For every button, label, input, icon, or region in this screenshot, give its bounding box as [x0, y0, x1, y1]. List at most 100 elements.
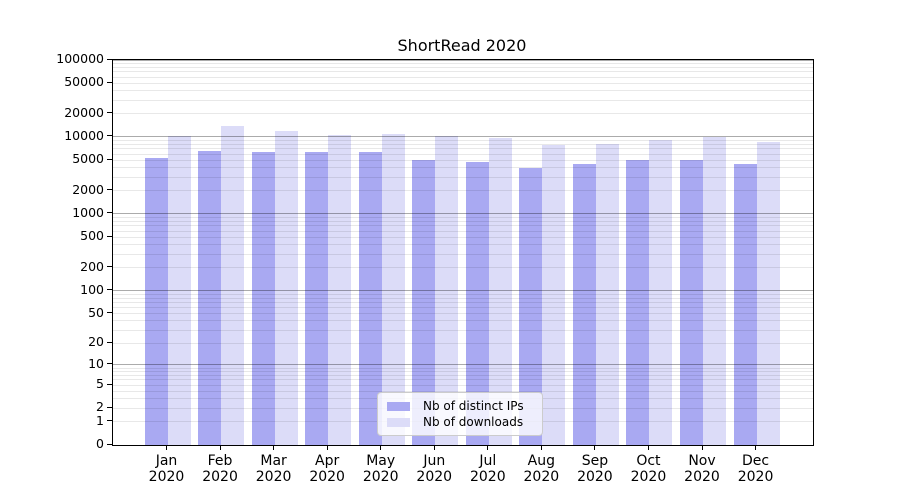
x-tick-month: May [366, 453, 396, 469]
bar-downloads-apr [328, 134, 352, 445]
y-tick [107, 81, 112, 83]
y-tick-label: 20000 [64, 104, 104, 120]
x-tick-year: 2020 [523, 469, 560, 485]
y-tick-label: 5 [96, 376, 104, 392]
y-tick-label: 100 [80, 281, 104, 297]
x-tick-month: Jun [423, 453, 446, 469]
y-tick [107, 443, 112, 445]
y-tick [107, 112, 112, 114]
x-tick-year: 2020 [630, 469, 667, 485]
x-tick-year: 2020 [255, 469, 292, 485]
legend-label: Nb of downloads [423, 415, 524, 429]
x-tick [273, 445, 275, 450]
y-tick-label: 1 [96, 412, 104, 428]
x-tick [166, 445, 167, 450]
legend-label: Nb of distinct IPs [423, 399, 524, 413]
y-tick-label: 10 [88, 355, 104, 371]
legend-swatch-downloads [387, 417, 410, 427]
legend-item: Nb of distinct IPs [387, 399, 533, 413]
y-tick-label: 50000 [64, 74, 104, 90]
y-tick [107, 383, 112, 385]
x-tick [326, 445, 328, 450]
x-tick-label: Mar 2020 [239, 453, 309, 485]
x-tick-month: Apr [315, 453, 340, 469]
y-tick [107, 363, 112, 365]
bar-downloads-jun [435, 136, 459, 445]
legend-item: Nb of downloads [387, 415, 533, 429]
y-tick [107, 406, 112, 408]
x-tick-label: Jul 2020 [453, 453, 523, 485]
x-tick-label: Oct 2020 [613, 453, 683, 485]
y-tick [107, 212, 112, 214]
y-tick-label: 20 [88, 334, 104, 350]
bar-downloads-jul [488, 137, 512, 445]
x-tick [219, 445, 221, 450]
y-tick-label: 10000 [64, 127, 104, 143]
bar-ips-sep [572, 164, 596, 445]
bar-downloads-oct [649, 140, 673, 445]
x-tick-label: Sep 2020 [560, 453, 630, 485]
x-tick-year: 2020 [362, 469, 399, 485]
plot-area [112, 59, 814, 446]
y-tick [107, 58, 112, 60]
bar-ips-jan [144, 158, 168, 445]
bar-downloads-jan [167, 136, 191, 445]
x-tick [487, 445, 489, 450]
bar-ips-mar [251, 151, 275, 445]
x-tick [380, 445, 382, 450]
y-tick-label: 500 [80, 228, 104, 244]
y-tick [107, 158, 112, 160]
x-tick-month: Mar [260, 453, 287, 469]
bar-ips-oct [626, 160, 650, 445]
x-tick-year: 2020 [202, 469, 238, 485]
legend-swatch-distinct-ips [387, 401, 410, 411]
y-tick [107, 189, 112, 191]
bar-ips-apr [305, 152, 329, 445]
x-tick-label: Aug 2020 [506, 453, 576, 485]
x-tick-year: 2020 [469, 469, 506, 485]
x-tick-year: 2020 [148, 469, 185, 485]
x-tick [755, 445, 757, 450]
bar-downloads-nov [703, 137, 726, 445]
legend: Nb of distinct IPs Nb of downloads [377, 392, 543, 436]
x-tick-month: Oct [636, 453, 661, 469]
x-tick [647, 445, 649, 450]
x-tick-label: Apr 2020 [292, 453, 362, 485]
bar-ips-feb [198, 150, 222, 445]
x-tick-label: Feb 2020 [185, 453, 255, 485]
y-tick [107, 289, 112, 291]
y-tick [107, 266, 112, 268]
bar-ips-dec [733, 163, 757, 445]
x-tick-year: 2020 [577, 469, 613, 485]
y-tick-label: 50 [88, 304, 104, 320]
y-tick-label: 2000 [72, 181, 104, 197]
x-tick [594, 445, 596, 450]
x-tick-month: Sep [581, 453, 609, 469]
chart-title: ShortRead 2020 [397, 36, 527, 55]
x-tick-label: Jan 2020 [132, 453, 202, 485]
x-tick-year: 2020 [309, 469, 345, 485]
y-tick [107, 341, 112, 343]
x-tick-year: 2020 [684, 469, 720, 485]
x-tick-month: Dec [742, 453, 770, 469]
bar-ips-jul [465, 161, 489, 445]
bar-downloads-dec [756, 141, 780, 445]
bar-ips-jun [412, 159, 436, 445]
x-tick-month: Jul [479, 453, 497, 469]
bars-layer [113, 60, 813, 445]
y-tick [107, 135, 112, 137]
y-tick-label: 2 [96, 399, 104, 415]
x-tick-month: Jan [155, 453, 178, 469]
x-tick-label: Jun 2020 [399, 453, 469, 485]
bar-downloads-sep [595, 144, 619, 445]
x-tick-year: 2020 [416, 469, 453, 485]
x-tick-month: Feb [207, 453, 233, 469]
y-tick-label: 1000 [72, 204, 104, 220]
x-tick-label: Nov 2020 [667, 453, 737, 485]
bar-downloads-aug [542, 145, 566, 445]
x-tick [433, 445, 435, 450]
bar-downloads-feb [221, 125, 245, 445]
y-tick-label: 5000 [72, 151, 104, 167]
bar-downloads-may [381, 133, 405, 445]
